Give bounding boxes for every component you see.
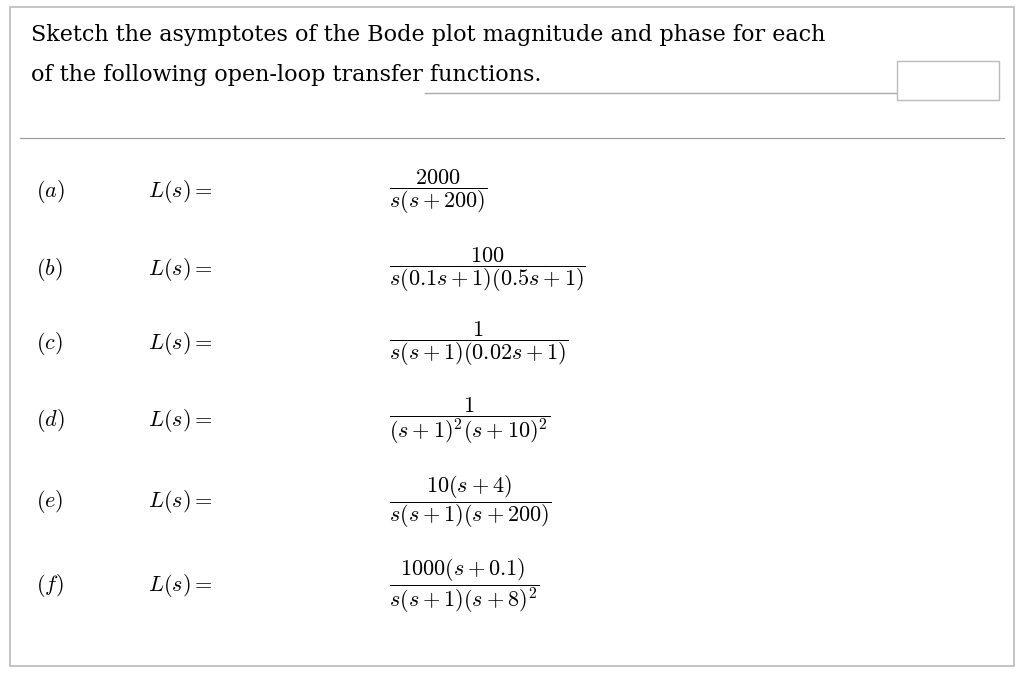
Text: $L(s) =$: $L(s) =$	[148, 330, 213, 357]
Text: $\dfrac{1000(s + 0.1)}{s(s + 1)(s + 8)^{2}}$: $\dfrac{1000(s + 0.1)}{s(s + 1)(s + 8)^{…	[389, 556, 540, 615]
Text: $\dfrac{1}{(s + 1)^{2}(s + 10)^{2}}$: $\dfrac{1}{(s + 1)^{2}(s + 10)^{2}}$	[389, 395, 550, 446]
Text: $L(s) =$: $L(s) =$	[148, 407, 213, 434]
Text: $\mathit{(f)}$: $\mathit{(f)}$	[36, 572, 63, 599]
Text: $L(s) =$: $L(s) =$	[148, 178, 213, 205]
Text: $\dfrac{100}{s(0.1s + 1)(0.5s + 1)}$: $\dfrac{100}{s(0.1s + 1)(0.5s + 1)}$	[389, 245, 586, 293]
Text: $\mathit{(b)}$: $\mathit{(b)}$	[36, 256, 62, 283]
Text: $L(s) =$: $L(s) =$	[148, 256, 213, 283]
Text: $\mathit{(d)}$: $\mathit{(d)}$	[36, 407, 65, 434]
Text: $L(s) =$: $L(s) =$	[148, 488, 213, 515]
Text: Sketch the asymptotes of the Bode plot magnitude and phase for each: Sketch the asymptotes of the Bode plot m…	[31, 24, 825, 46]
Text: $\dfrac{2000}{s(s + 200)}$: $\dfrac{2000}{s(s + 200)}$	[389, 168, 487, 216]
Text: $\mathit{(e)}$: $\mathit{(e)}$	[36, 488, 63, 515]
Text: $\dfrac{10(s + 4)}{s(s + 1)(s + 200)}$: $\dfrac{10(s + 4)}{s(s + 1)(s + 200)}$	[389, 473, 551, 530]
Text: $\dfrac{1}{s(s + 1)(0.02s + 1)}$: $\dfrac{1}{s(s + 1)(0.02s + 1)}$	[389, 319, 568, 367]
Text: of the following open-loop transfer functions.: of the following open-loop transfer func…	[31, 64, 542, 86]
Text: $\mathit{(a)}$: $\mathit{(a)}$	[36, 178, 65, 205]
Bar	[897, 61, 999, 100]
Text: $\mathit{(c)}$: $\mathit{(c)}$	[36, 330, 62, 357]
Text: $L(s) =$: $L(s) =$	[148, 572, 213, 599]
